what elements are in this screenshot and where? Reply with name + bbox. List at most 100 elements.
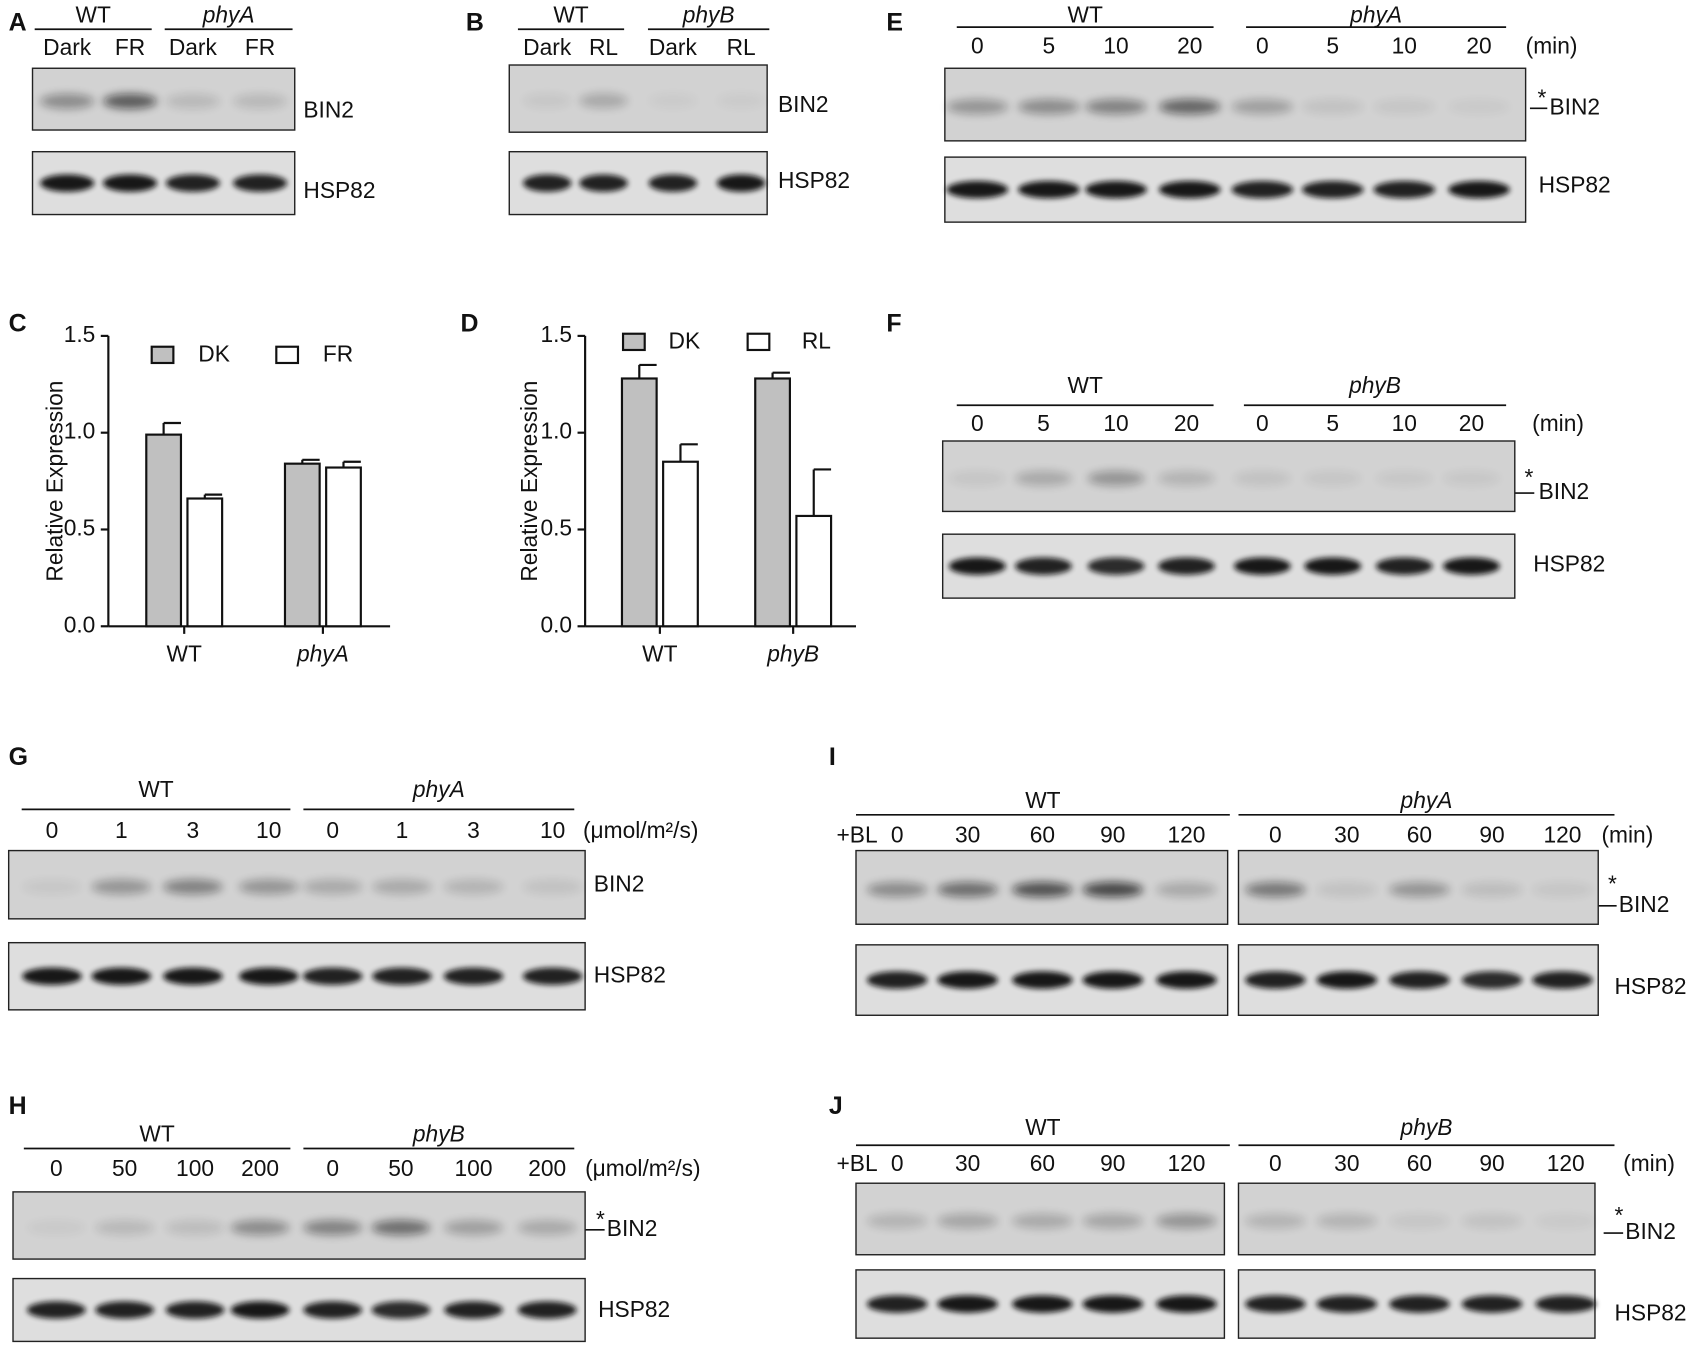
group-label: phyA: [1349, 1, 1402, 27]
blot-band: [1316, 881, 1378, 898]
lane-label: 200: [528, 1155, 566, 1181]
blot-band: [163, 967, 223, 985]
panel-letter: B: [466, 8, 484, 36]
blot-band: [1443, 470, 1500, 486]
group-label: phyB: [682, 1, 735, 27]
blot-band: [579, 93, 628, 109]
lane-label: 100: [176, 1155, 214, 1181]
y-tick-label: 0.5: [540, 515, 572, 541]
blot-band: [1373, 99, 1436, 115]
blot-band: [303, 1301, 363, 1319]
blot-band: [1231, 99, 1294, 115]
band-marker: *: [1608, 870, 1617, 896]
row-label: HSP82: [1539, 171, 1611, 197]
lane-label: 120: [1543, 822, 1581, 848]
group-label: phyB: [1348, 372, 1401, 398]
lane-label: 30: [955, 822, 980, 848]
blot-band: [1373, 180, 1436, 199]
legend-label: FR: [323, 340, 353, 366]
blot-band: [371, 1220, 431, 1236]
lane-label: 5: [1037, 410, 1050, 436]
lane-label: FR: [245, 34, 275, 60]
lane-label: 3: [467, 817, 480, 843]
blot-band: [1018, 99, 1080, 115]
blot-band: [522, 174, 572, 192]
blot-band: [1535, 1295, 1597, 1313]
blot-band: [302, 879, 363, 895]
blot-band: [1158, 99, 1221, 115]
bar: [283, 462, 321, 628]
bar: [795, 514, 833, 628]
lane-label: Dark: [523, 34, 572, 60]
blot-band: [238, 967, 299, 985]
group-label: phyA: [412, 776, 465, 802]
error-bar: [203, 493, 223, 499]
blot-band: [1015, 470, 1072, 486]
blot-band: [1087, 470, 1145, 486]
blot-band: [40, 93, 95, 109]
legend-swatch: [275, 345, 300, 365]
row-label: HSP82: [598, 1296, 670, 1322]
error-bar: [301, 458, 320, 464]
blot-band: [1532, 881, 1593, 898]
y-tick-label: 0.5: [64, 515, 96, 541]
lane-label: 1: [115, 817, 128, 843]
bar: [325, 466, 362, 628]
blot-band: [1085, 180, 1147, 199]
blot-band: [372, 967, 432, 985]
blot-band: [238, 879, 299, 895]
blot-band: [1231, 180, 1294, 199]
blot-band: [303, 1220, 363, 1236]
lane-label: 30: [955, 1150, 980, 1176]
row-label: HSP82: [594, 961, 666, 987]
row-label: BIN2: [1549, 93, 1600, 119]
legend-label: DK: [198, 340, 230, 366]
bar: [620, 377, 658, 628]
lane-label: 90: [1479, 822, 1504, 848]
lane-label: 5: [1326, 410, 1339, 436]
error-bar: [771, 371, 790, 379]
blot-band: [1304, 557, 1362, 575]
lane-label: 0: [971, 33, 984, 59]
blot-band: [1156, 971, 1217, 989]
blot-band: [444, 1220, 503, 1236]
legend-label: DK: [669, 327, 701, 353]
lane-label: 0: [50, 1155, 63, 1181]
unit-label: (μmol/m²/s): [583, 817, 698, 843]
group-label: WT: [1067, 372, 1102, 398]
blot-band: [1448, 180, 1510, 199]
blot-band: [1156, 881, 1217, 898]
blot-band: [1233, 557, 1291, 575]
treatment-label: +BL: [836, 822, 877, 848]
blot-band: [1156, 1213, 1217, 1229]
blot-band: [579, 174, 628, 192]
blot-band: [948, 470, 1006, 486]
group-label: WT: [1025, 787, 1060, 813]
lane-label: Dark: [649, 34, 698, 60]
lane-label: 10: [1392, 33, 1417, 59]
blot-band: [866, 881, 928, 898]
blot-band: [1389, 881, 1450, 898]
lane-label: FR: [115, 34, 145, 60]
lane-label: 3: [187, 817, 200, 843]
blot-band: [372, 879, 432, 895]
lane-label: 0: [1269, 1150, 1282, 1176]
panel-letter: F: [886, 310, 901, 338]
blot-band: [91, 879, 152, 895]
lane-label: 50: [112, 1155, 137, 1181]
lane-label: 0: [1256, 33, 1269, 59]
blot-band: [371, 1301, 431, 1319]
row-label: HSP82: [1614, 1299, 1686, 1325]
blot-band: [1448, 99, 1510, 115]
panel-letter: E: [886, 8, 903, 36]
row-label: BIN2: [1625, 1218, 1676, 1244]
blot-band: [1302, 180, 1364, 199]
lane-label: Dark: [43, 34, 92, 60]
blot-band: [1245, 971, 1306, 989]
blot-band: [1087, 557, 1145, 575]
blot-band: [946, 99, 1009, 115]
blot-band: [866, 1295, 928, 1313]
blot-band: [1461, 971, 1523, 989]
blot-band: [937, 881, 998, 898]
error-bar: [812, 468, 832, 516]
